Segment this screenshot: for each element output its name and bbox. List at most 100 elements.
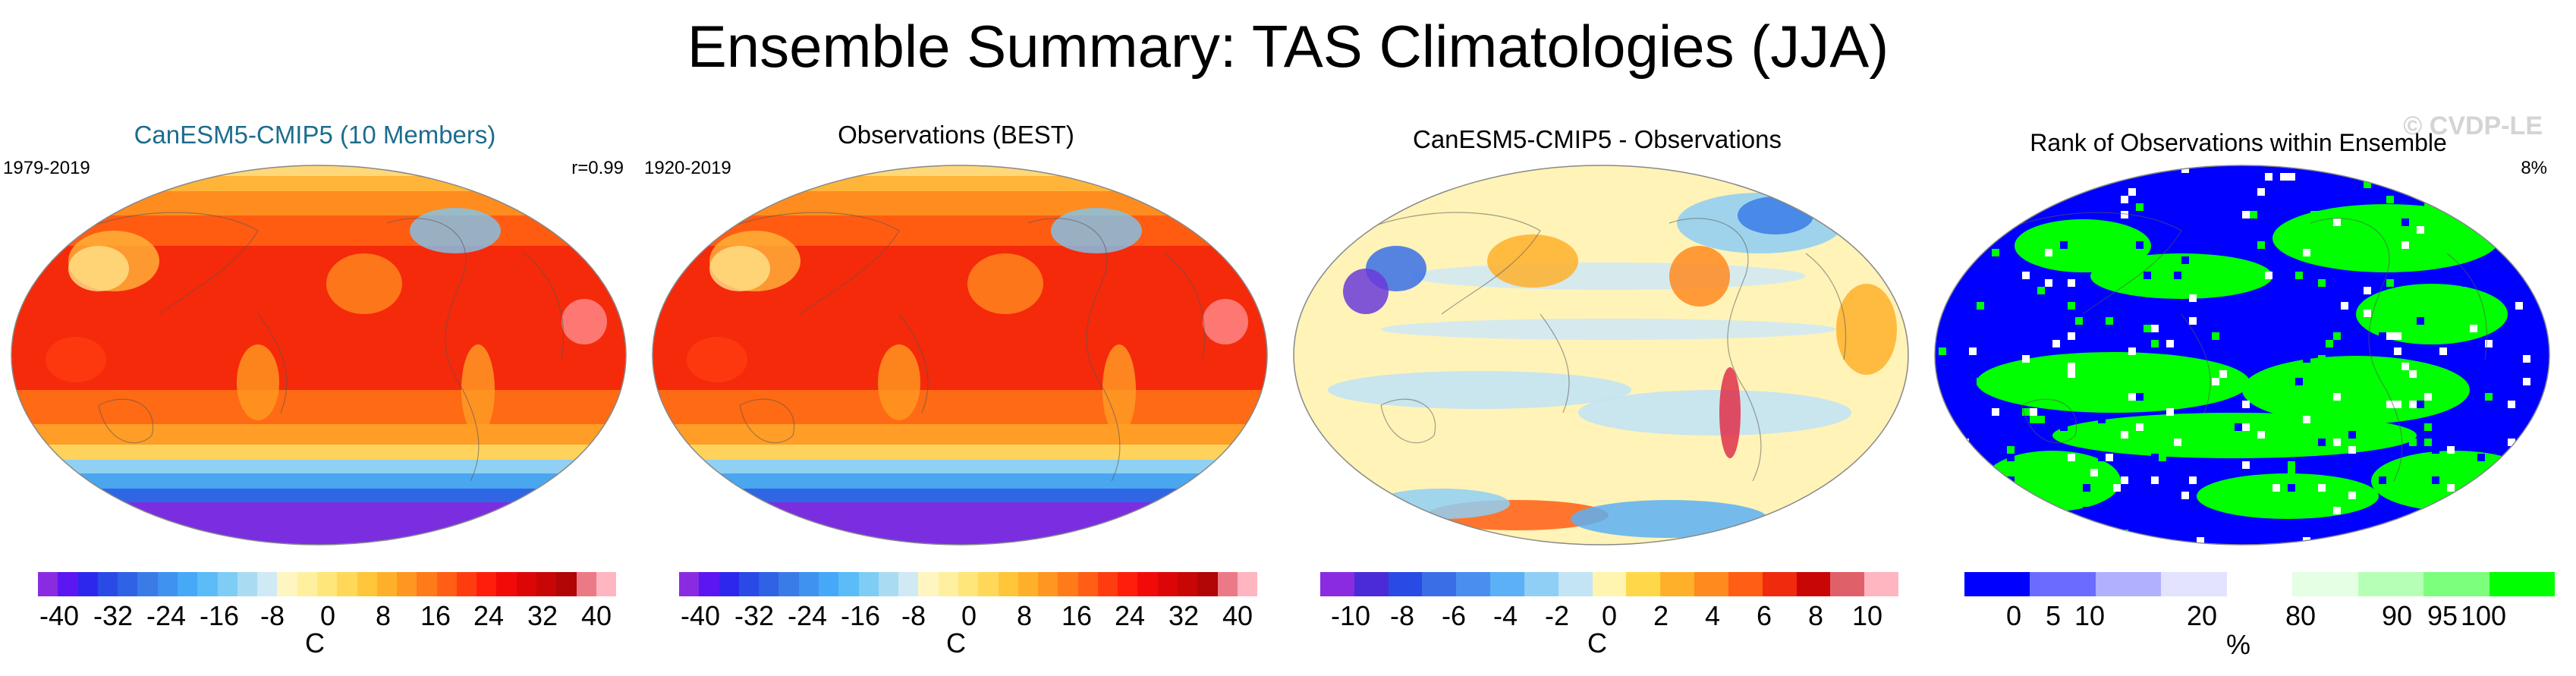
colorbar-swatch [1422,572,1457,596]
rank-cell [2439,431,2447,439]
rank-cell [2219,370,2227,378]
colorbar-swatch [858,572,879,596]
rank-cell [2151,340,2159,347]
rank-cell [2174,272,2181,279]
rank-cell [2409,439,2417,446]
rank-cell [2417,401,2424,408]
temperature-band [653,176,1267,191]
rank-cell [2144,325,2151,332]
rank-cell [2364,287,2371,294]
temperature-band [653,460,1267,473]
rank-cell [1969,340,1977,347]
map-outline [11,165,627,546]
rank-cell [2151,181,2159,188]
colorbar [679,572,1258,596]
field-anomaly [1719,367,1741,458]
rank-cell [1954,401,1961,408]
rank-cell [2037,310,2045,317]
colorbar-units: C [946,627,966,659]
colorbar-swatch [118,572,138,596]
colorbar-swatch [397,572,417,596]
temperature-band [653,502,1267,545]
colorbar-swatch [1388,572,1423,596]
colorbar-swatch [1178,572,1198,596]
rank-cell [2386,279,2394,287]
coastline [2021,398,2077,444]
rank-cell [1939,173,1946,181]
colorbar-swatch [77,572,98,596]
rank-cell [2310,499,2318,507]
colorbar-swatch [137,572,158,596]
rank-cell [2326,165,2333,173]
rank-cell [2007,446,2015,454]
rank-cell [2022,476,2030,484]
rank-high-region [1977,352,2250,413]
colorbar-tick: -40 [39,600,80,631]
rank-high-region [2015,219,2151,272]
rank-cell [1946,492,1954,499]
rank-cell [2144,416,2151,423]
rank-cell [2530,249,2538,256]
rank-cell [2022,355,2030,363]
colorbar-swatch [1592,572,1627,596]
rank-cell [2045,287,2052,294]
coastline [1669,218,1762,482]
colorbar-swatch [1964,572,2030,596]
colorbar-swatch [1058,572,1078,596]
field-anomaly [1578,390,1851,435]
temperature-band [11,165,626,176]
colorbar-swatch [2095,572,2162,596]
rank-cell [2151,454,2159,461]
rank-cell [2470,325,2477,332]
colorbar-tick: 5 [2045,600,2062,631]
rank-cell [2288,378,2295,385]
colorbar-tick: 8 [375,600,392,631]
rank-cell [2166,340,2174,347]
temperature-band [653,191,1267,215]
rank-cell [2045,249,2052,256]
panel-title: CanESM5-CMIP5 - Observations [1413,125,1782,153]
coastline [2446,253,2488,360]
rank-cell [2174,317,2181,325]
rank-cell [2090,469,2098,476]
field-anomaly [561,299,607,344]
rank-cell [2447,484,2455,492]
rank-cell [2121,196,2128,203]
colorbar-swatch [357,572,377,596]
rank-cell [2477,272,2485,279]
rank-cell [2485,393,2493,401]
rank-cell [2546,196,2549,203]
colorbar [1320,572,1899,596]
temperature-band [653,445,1267,460]
rank-cell [2189,317,2197,325]
rank-cell [2242,325,2250,332]
colorbar-units: C [305,627,325,659]
rank-cell [2394,332,2401,340]
colorbar-swatch [2161,572,2227,596]
rank-cell [1935,196,1939,203]
colorbar-swatch [1660,572,1695,596]
colorbar-swatch [1157,572,1178,596]
rank-cell [2212,370,2219,378]
rank-cell [2197,537,2204,545]
colorbar-tick: -8 [259,600,285,631]
colorbar-tick: 32 [527,600,558,631]
colorbar-tick: 24 [1114,600,1146,631]
colorbar-swatch [2226,572,2293,596]
panel-ensemble-mean: CanESM5-CMIP5 (10 Members) 1979-2019 r=0… [0,114,630,660]
rank-cell [2386,196,2394,203]
colorbar-swatch [337,572,357,596]
rank-cell [2523,378,2530,385]
field-anomaly [410,208,501,253]
field-anomaly [1738,197,1813,234]
rank-cell [2288,461,2295,469]
rank-cell [2515,476,2523,484]
field-anomaly [967,253,1043,314]
coastline [1380,398,1436,444]
rank-cell [2037,416,2045,423]
colorbar-swatch [1558,572,1593,596]
rank-cell [2151,476,2159,484]
temperature-band [653,424,1267,445]
rank-cell [1999,385,2007,393]
rank-cell [2174,264,2181,272]
